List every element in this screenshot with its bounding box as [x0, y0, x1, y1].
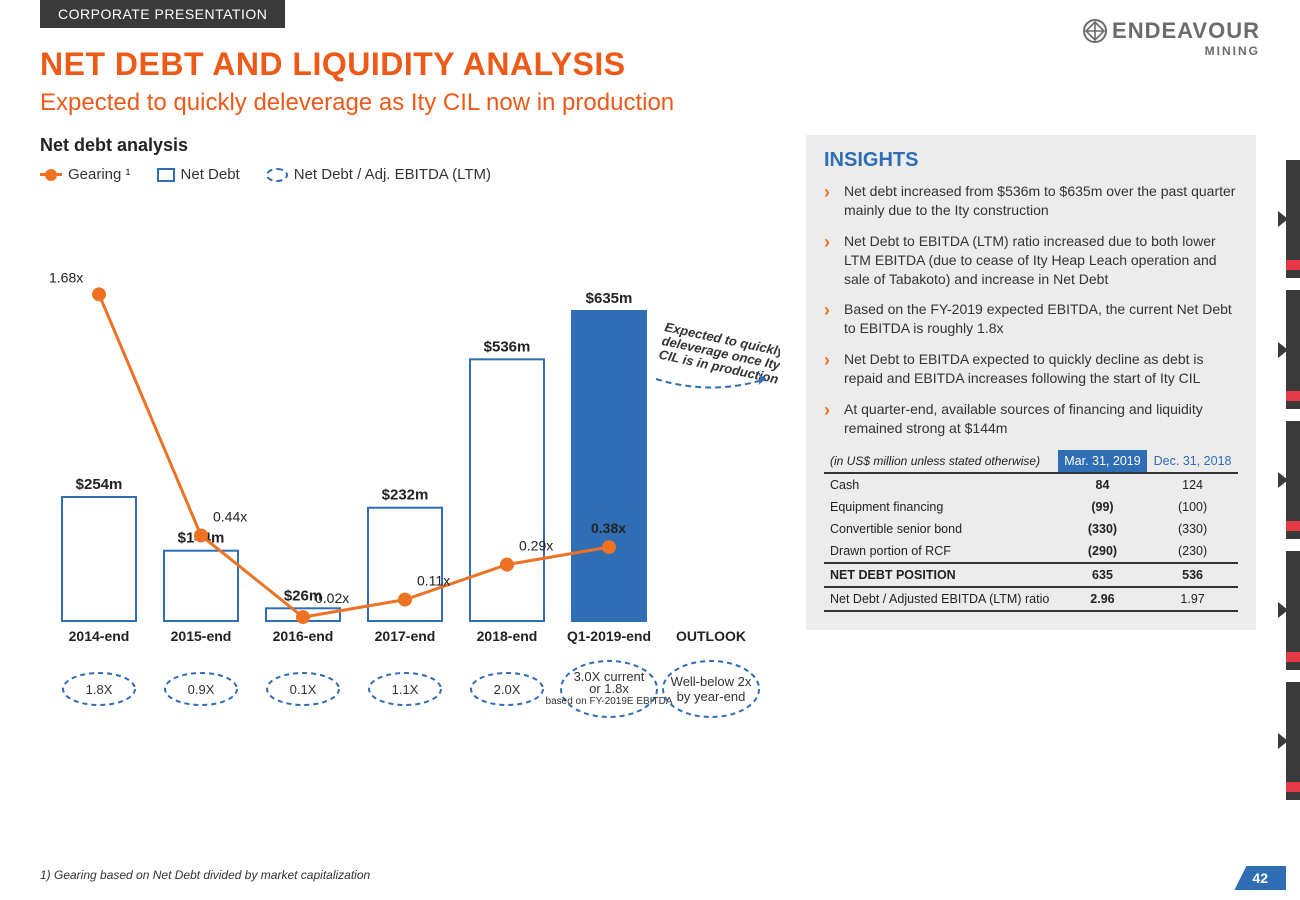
slide: CORPORATE PRESENTATION ENDEAVOUR MINING …	[0, 0, 1300, 900]
table-row: Drawn portion of RCF(290)(230)	[824, 540, 1238, 563]
table-row: Convertible senior bond(330)(330)	[824, 518, 1238, 540]
section-tag: CORPORATE PRESENTATION	[40, 0, 285, 28]
debt-table: (in US$ million unless stated otherwise)…	[824, 450, 1238, 612]
table-col-1: Mar. 31, 2019	[1058, 450, 1147, 473]
svg-text:2017-end: 2017-end	[375, 628, 436, 644]
svg-text:0.9X: 0.9X	[188, 682, 215, 697]
svg-text:by year-end: by year-end	[677, 689, 746, 704]
svg-text:0.11x: 0.11x	[417, 573, 450, 589]
svg-text:2018-end: 2018-end	[477, 628, 538, 644]
svg-text:OUTLOOK: OUTLOOK	[676, 628, 746, 644]
page-number: 42	[1234, 866, 1286, 890]
insight-item: Based on the FY-2019 expected EBITDA, th…	[824, 300, 1238, 338]
insight-item: Net Debt to EBITDA (LTM) ratio increased…	[824, 232, 1238, 289]
chart-title: Net debt analysis	[40, 135, 780, 156]
side-decorations	[1286, 160, 1300, 800]
table-row: Equipment financing(99)(100)	[824, 496, 1238, 518]
table-col-2: Dec. 31, 2018	[1147, 450, 1238, 473]
chart-panel: Net debt analysis Gearing ¹ Net Debt Net…	[40, 135, 780, 741]
table-total-row: NET DEBT POSITION635536	[824, 563, 1238, 587]
svg-text:0.44x: 0.44x	[213, 508, 247, 524]
svg-text:$635m: $635m	[586, 290, 633, 307]
net-debt-chart: $254m2014-end$144m2015-end$26m2016-end$2…	[40, 201, 780, 741]
svg-text:0.1X: 0.1X	[290, 682, 317, 697]
svg-text:Well-below 2x: Well-below 2x	[671, 674, 752, 689]
svg-text:1.1X: 1.1X	[392, 682, 419, 697]
legend-netdebt: Net Debt	[157, 166, 240, 183]
svg-text:2015-end: 2015-end	[171, 628, 232, 644]
svg-text:1.68x: 1.68x	[49, 269, 83, 285]
insight-item: At quarter-end, available sources of fin…	[824, 400, 1238, 438]
footnote: 1) Gearing based on Net Debt divided by …	[40, 868, 370, 882]
svg-text:0.02x: 0.02x	[315, 590, 349, 606]
legend-ebitda: Net Debt / Adj. EBITDA (LTM)	[266, 166, 491, 183]
svg-text:1.8X: 1.8X	[86, 682, 113, 697]
insight-item: Net Debt to EBITDA expected to quickly d…	[824, 350, 1238, 388]
insights-panel: INSIGHTS Net debt increased from $536m t…	[806, 135, 1256, 630]
chart-legend: Gearing ¹ Net Debt Net Debt / Adj. EBITD…	[40, 166, 780, 183]
page-subtitle: Expected to quickly deleverage as Ity CI…	[40, 89, 1260, 117]
company-logo: ENDEAVOUR MINING	[1082, 18, 1260, 58]
svg-text:0.38x: 0.38x	[591, 520, 626, 536]
svg-text:$536m: $536m	[484, 338, 531, 355]
table-row: Cash84124	[824, 473, 1238, 496]
svg-text:2016-end: 2016-end	[273, 628, 334, 644]
logo-icon	[1082, 18, 1108, 44]
insights-title: INSIGHTS	[824, 149, 1238, 172]
svg-text:$254m: $254m	[76, 476, 123, 493]
table-header-note: (in US$ million unless stated otherwise)	[824, 450, 1058, 473]
svg-text:$232m: $232m	[382, 487, 429, 504]
svg-text:2014-end: 2014-end	[69, 628, 130, 644]
svg-text:or 1.8x: or 1.8x	[589, 681, 629, 696]
insight-item: Net debt increased from $536m to $635m o…	[824, 182, 1238, 220]
svg-text:2.0X: 2.0X	[494, 682, 521, 697]
svg-text:0.29x: 0.29x	[519, 538, 553, 554]
svg-text:based on FY-2019E EBITDA: based on FY-2019E EBITDA	[546, 696, 673, 707]
svg-text:Q1-2019-end: Q1-2019-end	[567, 628, 651, 644]
legend-gearing: Gearing ¹	[40, 166, 131, 183]
insights-list: Net debt increased from $536m to $635m o…	[824, 182, 1238, 438]
table-ratio-row: Net Debt / Adjusted EBITDA (LTM) ratio2.…	[824, 587, 1238, 611]
